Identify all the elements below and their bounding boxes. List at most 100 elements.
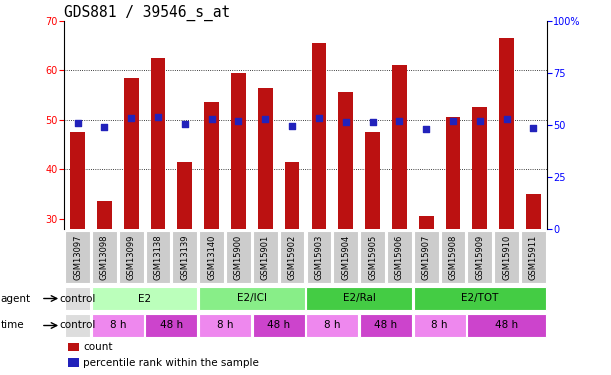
Bar [177, 162, 192, 229]
Text: percentile rank within the sample: percentile rank within the sample [84, 358, 259, 368]
Text: E2/TOT: E2/TOT [461, 294, 499, 303]
Text: GSM15902: GSM15902 [288, 234, 296, 280]
FancyBboxPatch shape [65, 231, 90, 283]
Text: 48 h: 48 h [160, 321, 183, 330]
FancyBboxPatch shape [387, 231, 412, 283]
FancyBboxPatch shape [145, 231, 170, 283]
Text: control: control [59, 321, 96, 330]
Text: 48 h: 48 h [267, 321, 290, 330]
Bar [392, 65, 407, 229]
Text: GSM15910: GSM15910 [502, 234, 511, 280]
Text: GSM15906: GSM15906 [395, 234, 404, 280]
FancyBboxPatch shape [92, 231, 117, 283]
FancyBboxPatch shape [307, 231, 331, 283]
Point [260, 117, 270, 123]
Point [180, 121, 190, 127]
Bar [68, 358, 79, 367]
Point [126, 116, 136, 122]
Text: GSM15908: GSM15908 [448, 234, 458, 280]
Text: agent: agent [1, 294, 31, 303]
Bar [204, 102, 219, 229]
Text: GSM15904: GSM15904 [341, 234, 350, 280]
Text: GSM13139: GSM13139 [180, 234, 189, 280]
Text: GSM15903: GSM15903 [315, 234, 323, 280]
Point [502, 117, 511, 123]
FancyBboxPatch shape [467, 231, 492, 283]
FancyBboxPatch shape [441, 231, 466, 283]
FancyBboxPatch shape [199, 314, 251, 337]
Text: control: control [59, 294, 96, 303]
Point [448, 117, 458, 123]
Point [529, 125, 538, 131]
Bar [258, 87, 273, 229]
Point [368, 118, 378, 124]
FancyBboxPatch shape [334, 231, 358, 283]
FancyBboxPatch shape [65, 287, 90, 310]
Bar [97, 201, 112, 229]
Text: GSM13098: GSM13098 [100, 234, 109, 280]
Point [395, 117, 404, 123]
Text: GSM13097: GSM13097 [73, 234, 82, 280]
Bar [151, 58, 166, 229]
FancyBboxPatch shape [306, 314, 358, 337]
FancyBboxPatch shape [92, 314, 144, 337]
FancyBboxPatch shape [65, 314, 90, 337]
Text: time: time [1, 321, 24, 330]
FancyBboxPatch shape [172, 231, 197, 283]
Text: GSM15911: GSM15911 [529, 234, 538, 280]
Text: GDS881 / 39546_s_at: GDS881 / 39546_s_at [64, 4, 230, 21]
Text: 8 h: 8 h [109, 321, 126, 330]
Point [207, 117, 216, 123]
Bar [124, 78, 139, 229]
FancyBboxPatch shape [145, 314, 197, 337]
Point [153, 114, 163, 120]
Text: GSM15901: GSM15901 [261, 234, 270, 280]
Text: GSM15907: GSM15907 [422, 234, 431, 280]
FancyBboxPatch shape [253, 231, 277, 283]
Bar [312, 43, 326, 229]
Text: GSM15900: GSM15900 [234, 234, 243, 280]
Bar [338, 93, 353, 229]
Text: 8 h: 8 h [431, 321, 448, 330]
FancyBboxPatch shape [414, 287, 546, 310]
Point [73, 120, 82, 126]
FancyBboxPatch shape [494, 231, 519, 283]
Bar [365, 132, 380, 229]
FancyBboxPatch shape [199, 287, 305, 310]
Bar [68, 343, 79, 351]
Text: 48 h: 48 h [375, 321, 398, 330]
Text: 48 h: 48 h [495, 321, 518, 330]
Point [233, 117, 243, 123]
Bar [231, 73, 246, 229]
FancyBboxPatch shape [414, 314, 466, 337]
Bar [445, 117, 460, 229]
Text: 8 h: 8 h [324, 321, 340, 330]
Bar [526, 194, 541, 229]
Point [314, 116, 324, 122]
Point [100, 124, 109, 130]
Point [422, 126, 431, 132]
Bar [499, 38, 514, 229]
FancyBboxPatch shape [280, 231, 304, 283]
FancyBboxPatch shape [253, 314, 305, 337]
Point [287, 123, 297, 129]
FancyBboxPatch shape [360, 314, 412, 337]
FancyBboxPatch shape [521, 231, 546, 283]
Bar [285, 162, 299, 229]
FancyBboxPatch shape [199, 231, 224, 283]
Point [475, 117, 485, 123]
FancyBboxPatch shape [92, 287, 197, 310]
Text: E2: E2 [138, 294, 151, 303]
Bar [472, 107, 487, 229]
FancyBboxPatch shape [360, 231, 385, 283]
Text: GSM13099: GSM13099 [126, 234, 136, 280]
Text: E2/ICI: E2/ICI [237, 294, 267, 303]
Text: GSM15909: GSM15909 [475, 234, 485, 280]
Bar [70, 132, 85, 229]
Text: E2/Ral: E2/Ral [343, 294, 376, 303]
Bar [419, 216, 434, 229]
Text: 8 h: 8 h [217, 321, 233, 330]
Text: GSM13140: GSM13140 [207, 234, 216, 280]
Text: count: count [84, 342, 113, 352]
FancyBboxPatch shape [414, 231, 439, 283]
